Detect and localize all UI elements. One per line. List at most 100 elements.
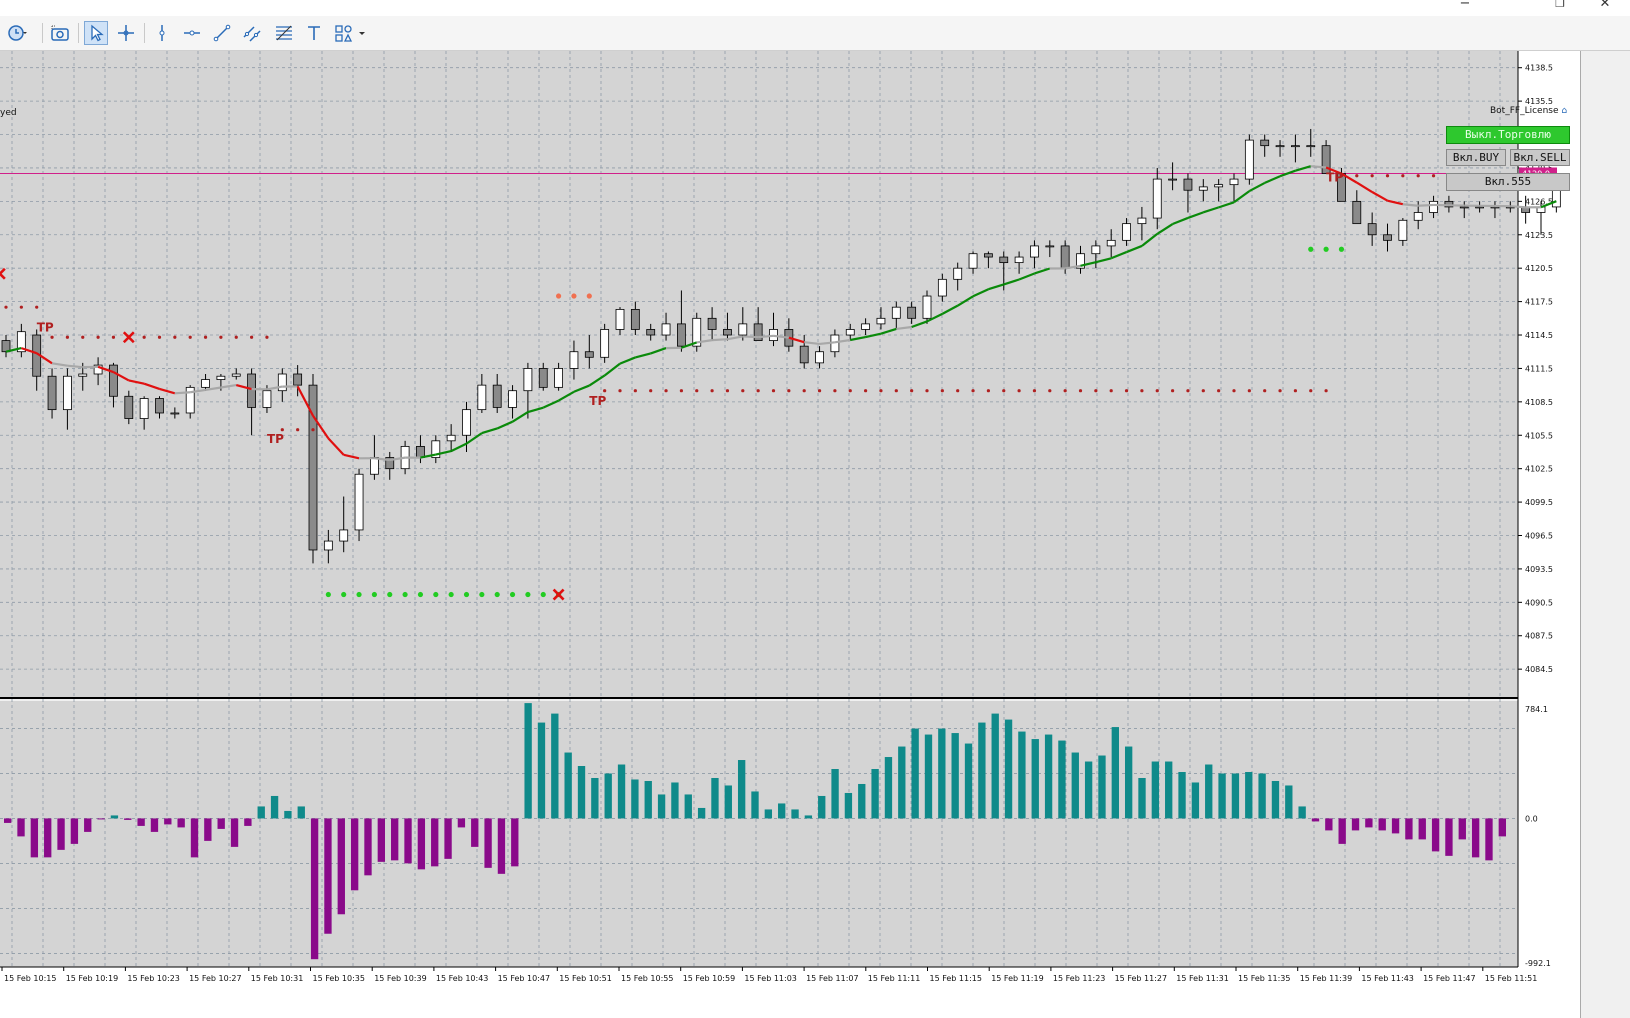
tp-dot: [219, 335, 223, 339]
tp-dot: [1293, 389, 1297, 393]
text-icon[interactable]: [302, 21, 326, 45]
histogram-bar: [270, 795, 279, 819]
signal-dot: [494, 591, 500, 598]
sell-on-button[interactable]: Вкл.SELL: [1510, 149, 1570, 166]
time-tick-label: 15 Feb 10:19: [66, 974, 118, 983]
ma-segment: [941, 304, 959, 315]
candle-body: [569, 351, 579, 369]
toolbar-separator: [78, 23, 79, 43]
ma-segment: [1340, 172, 1358, 184]
close-cross-icon: [552, 588, 565, 601]
candle: [891, 301, 901, 330]
shapes-icon[interactable]: [332, 21, 372, 45]
histogram-bar: [350, 818, 359, 891]
candle: [1260, 134, 1270, 157]
time-tick-label: 15 Feb 11:47: [1423, 974, 1475, 983]
histogram-bar: [150, 818, 159, 832]
camera-icon[interactable]: [48, 21, 72, 45]
candle-body: [508, 390, 517, 408]
tp-dot: [1109, 389, 1113, 393]
candle-body: [201, 379, 210, 388]
pointer-icon[interactable]: [84, 21, 108, 45]
tp-dot: [1247, 389, 1251, 393]
histogram-bar: [1151, 761, 1160, 819]
histogram-bar: [17, 818, 25, 837]
tp-dot: [1048, 389, 1052, 393]
ma-segment: [343, 453, 360, 460]
candle-body: [1091, 245, 1101, 255]
on-555-button[interactable]: Вкл.555: [1446, 173, 1570, 191]
ma-segment: [603, 362, 621, 377]
crosshair-icon[interactable]: [114, 21, 138, 45]
tp-dot: [265, 335, 269, 339]
histogram-bar: [751, 791, 759, 819]
histogram-bar: [657, 794, 666, 819]
histogram-bar: [804, 815, 813, 819]
ma-segment: [742, 335, 759, 339]
histogram-bar: [1365, 818, 1373, 828]
candle: [677, 290, 686, 352]
candle: [861, 318, 870, 336]
trendline-icon[interactable]: [210, 21, 234, 45]
histogram-bar: [244, 818, 252, 826]
tp-dot: [695, 389, 699, 393]
tp-dot: [817, 389, 822, 393]
tp-dot: [925, 389, 929, 393]
histogram-bar: [1218, 773, 1226, 819]
time-tick-label: 15 Feb 11:43: [1361, 974, 1413, 983]
ma-segment: [850, 336, 866, 342]
window-right-strip: [1580, 51, 1630, 1018]
histogram-bar: [911, 728, 919, 819]
candle: [753, 307, 763, 341]
candle-body: [1260, 139, 1270, 147]
candle: [538, 362, 548, 391]
tp-dot: [710, 389, 714, 393]
candle: [1306, 128, 1316, 157]
ma-segment: [205, 386, 222, 392]
buy-on-button[interactable]: Вкл.BUY: [1446, 149, 1506, 166]
histogram-bar: [631, 779, 639, 819]
candle-body: [93, 364, 103, 375]
candle: [1137, 206, 1147, 241]
tp-dot: [679, 389, 684, 393]
histogram-bar: [1004, 719, 1013, 819]
ma-segment: [1356, 181, 1373, 193]
candle-body: [139, 398, 149, 419]
price-chart[interactable]: 4138.54135.54132.54129.54126.54123.54120…: [0, 51, 1580, 1018]
histogram-bar: [297, 806, 305, 819]
candle: [1229, 173, 1239, 202]
tp-dot: [234, 335, 238, 339]
candle-body: [876, 317, 886, 325]
restore-icon[interactable]: ❐: [1555, 0, 1565, 10]
tp-dot: [173, 335, 177, 339]
channel-icon[interactable]: [240, 21, 264, 45]
signal-dot: [463, 591, 470, 598]
ma-segment: [696, 339, 713, 344]
candle: [155, 396, 164, 419]
candle-body: [1383, 234, 1392, 241]
clock-icon[interactable]: [0, 21, 34, 45]
vertical-line-icon[interactable]: [150, 21, 174, 45]
candle: [109, 362, 118, 408]
tp-levels: TP TP TP TP: [0, 170, 1497, 601]
close-icon[interactable]: ✕: [1599, 0, 1611, 11]
histogram-bar: [1418, 818, 1426, 840]
ma-segment: [312, 415, 330, 439]
price-tick-label: 4126.5: [1525, 197, 1553, 206]
ma-segment: [727, 335, 743, 341]
ma-segment: [758, 334, 774, 339]
candle: [1045, 240, 1055, 258]
histogram-bar: [310, 818, 319, 960]
candle: [170, 407, 180, 419]
price-tick-label: 4135.5: [1525, 97, 1553, 106]
tp-dot: [1278, 389, 1282, 393]
candle: [1152, 167, 1162, 230]
fibonacci-icon[interactable]: [272, 21, 296, 45]
candle-body: [1060, 245, 1070, 269]
time-tick-label: 15 Feb 11:51: [1485, 974, 1537, 983]
chart-area[interactable]: 4138.54135.54132.54129.54126.54123.54120…: [0, 51, 1580, 1018]
trade-off-button[interactable]: Выкл.Торговлю: [1446, 126, 1570, 144]
minimize-icon[interactable]: −: [1459, 0, 1471, 11]
ma-segment: [128, 379, 145, 385]
horizontal-line-icon[interactable]: [180, 21, 204, 45]
